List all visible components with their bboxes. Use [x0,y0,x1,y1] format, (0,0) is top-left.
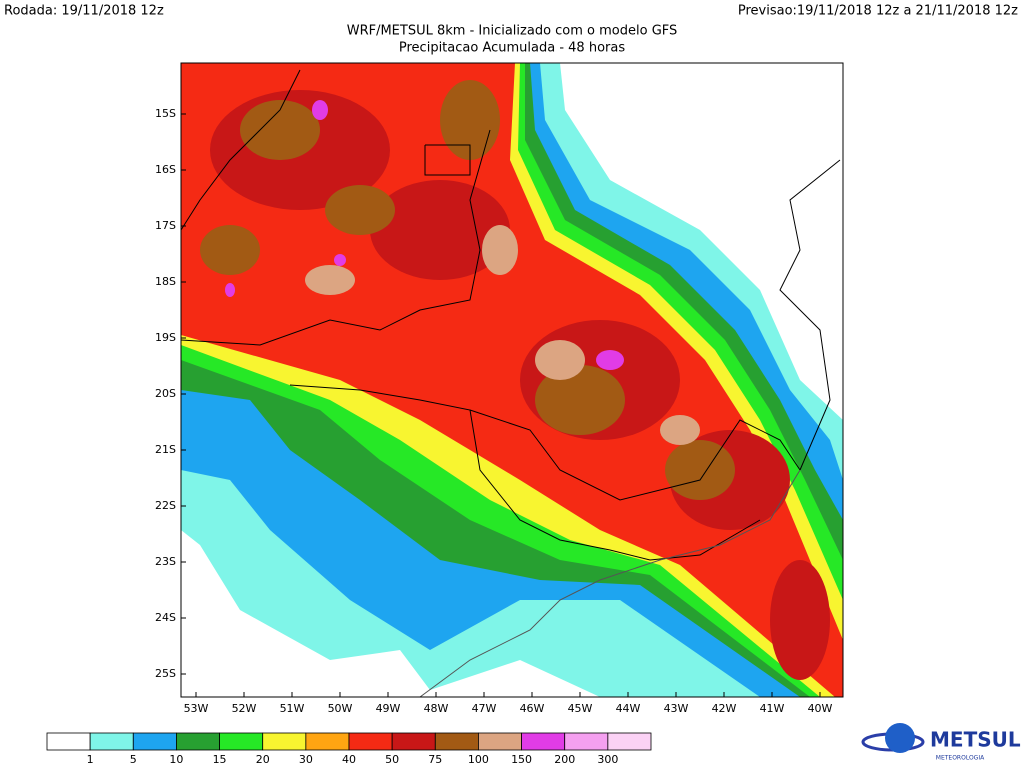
logo-tagline: METEOROLOGIA [936,755,985,762]
legend-label: 5 [130,753,137,766]
legend-label: 1 [87,753,94,766]
lat-label: 19S [155,331,176,344]
lat-axis: 15S 16S 17S 18S 19S 20S 21S 22S 23S 24S 25S [155,107,186,680]
lat-label: 16S [155,163,176,176]
lat-label: 18S [155,275,176,288]
lat-label: 25S [155,667,176,680]
lon-label: 45W [568,702,593,715]
legend-label: 30 [299,753,313,766]
legend-label: 75 [428,753,442,766]
lon-label: 43W [664,702,689,715]
legend-swatch [607,732,652,751]
subtitle: Precipitacao Acumulada - 48 horas [399,41,625,56]
lat-label: 15S [155,107,176,120]
legend-label: 100 [468,753,489,766]
lon-label: 47W [472,702,497,715]
legend-label: 300 [597,753,618,766]
lon-axis: 53W 52W 51W 50W 49W 48W 47W 46W 45W 44W 43W 42W 41W 4… [184,692,833,715]
legend-label: 10 [169,753,183,766]
run-label: Rodada: 19/11/2018 12z [4,4,164,19]
lat-label: 17S [155,219,176,232]
legend-swatch [132,732,177,751]
lat-label: 22S [155,499,176,512]
legend-swatch [219,732,264,751]
lon-label: 48W [424,702,449,715]
lon-label: 51W [280,702,305,715]
lon-label: 52W [232,702,257,715]
title: WRF/METSUL 8km - Inicializado com o mode… [347,24,678,39]
legend-swatch [521,732,566,751]
logo: METSUL METEOROLOGIA [861,723,1021,762]
logo-name: METSUL [930,728,1021,752]
legend-swatch [434,732,479,751]
legend-label: 20 [256,753,270,766]
legend-label: 40 [342,753,356,766]
lon-label: 40W [808,702,833,715]
lon-label: 42W [712,702,737,715]
legend-label: 150 [511,753,532,766]
forecast-label: Previsao:19/11/2018 12z a 21/11/2018 12z [738,4,1018,19]
legend-label: 15 [213,753,227,766]
legend-swatch [176,732,220,751]
legend-swatch [89,732,134,751]
lon-label: 44W [616,702,641,715]
legend-label: 200 [554,753,575,766]
lat-label: 20S [155,387,176,400]
lon-label: 50W [328,702,353,715]
legend-swatch [262,732,307,751]
lat-label: 23S [155,555,176,568]
legend-swatch [564,732,609,751]
map-frame [180,62,844,698]
lon-label: 46W [520,702,545,715]
legend-swatch [478,732,522,751]
legend-swatch [348,732,393,751]
lon-label: 41W [760,702,785,715]
legend-swatch [391,732,436,751]
color-legend: 1 5 10 15 20 30 40 50 75 100 150 200 300 [46,732,652,766]
legend-label: 50 [385,753,399,766]
lon-label: 53W [184,702,209,715]
map [181,63,843,697]
legend-swatch [46,732,91,751]
legend-swatch [305,732,350,751]
lat-label: 24S [155,611,176,624]
lat-label: 21S [155,443,176,456]
lon-label: 49W [376,702,401,715]
